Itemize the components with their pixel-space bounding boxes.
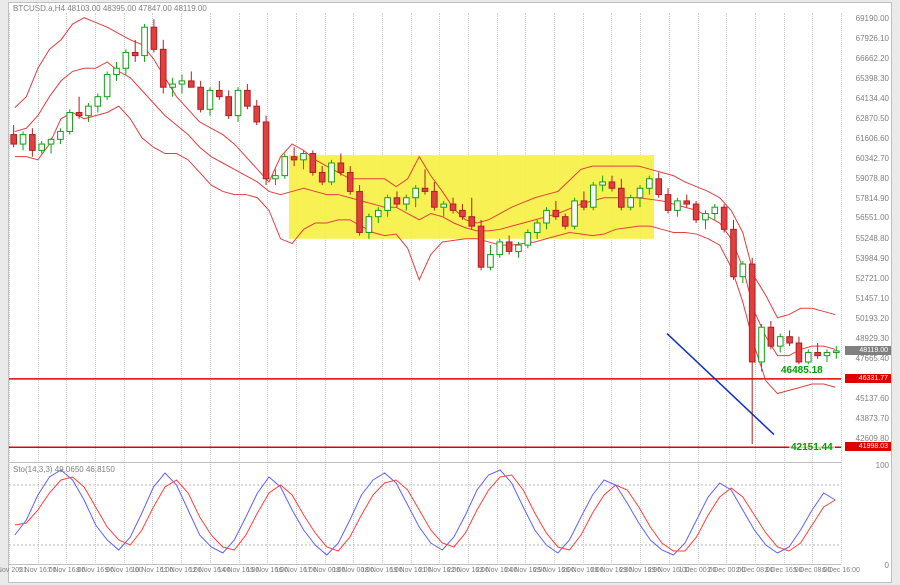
outer-frame: BTCUSD.a,H4 48103.00 48395.00 47847.00 4… [0, 0, 900, 585]
oscillator-pane[interactable]: Sto(14,3,3) 49.0650 46.8150 [9, 465, 841, 565]
chart-frame: BTCUSD.a,H4 48103.00 48395.00 47847.00 4… [8, 2, 892, 583]
oscillator-y-axis: 1000 [839, 465, 891, 565]
oscillator-title: Sto(14,3,3) 49.0650 46.8150 [13, 465, 115, 474]
time-x-axis: 4 Nov 20215 Nov 16:007 Nov 16:008 Nov 16… [9, 564, 841, 582]
price-chart-svg [9, 13, 841, 463]
stochastic-svg [9, 465, 841, 565]
price-pane[interactable] [9, 13, 841, 463]
price-y-axis: 69190.0067926.1066662.2065398.3064134.40… [839, 13, 891, 463]
